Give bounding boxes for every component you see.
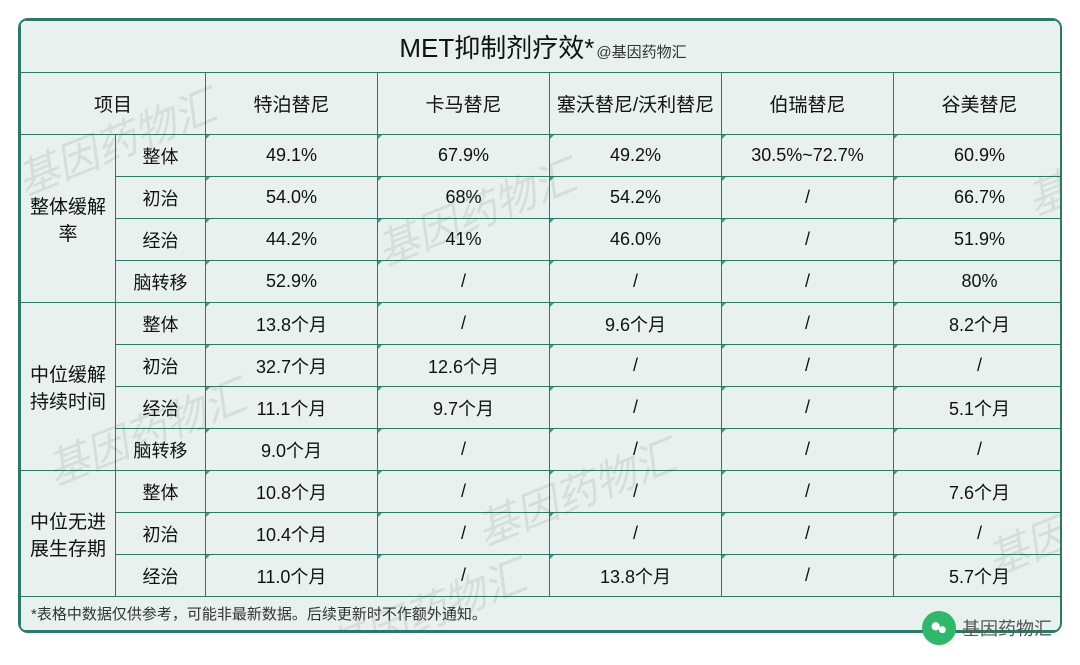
data-cell: 30.5%~72.7% [722,135,894,177]
data-cell: 67.9% [378,135,550,177]
column-header: 谷美替尼 [894,73,1063,135]
column-header: 伯瑞替尼 [722,73,894,135]
column-header: 塞沃替尼/沃利替尼 [550,73,722,135]
row-sub-label: 整体 [116,135,206,177]
row-sub-label: 经治 [116,387,206,429]
data-cell: 8.2个月 [894,303,1063,345]
row-sub-label: 整体 [116,303,206,345]
table-row: 经治44.2%41%46.0%/51.9% [21,219,1063,261]
data-cell: 5.1个月 [894,387,1063,429]
data-cell: 9.0个月 [206,429,378,471]
data-cell: / [378,429,550,471]
data-cell: / [378,555,550,597]
row-group-label: 中位缓解持续时间 [21,303,116,471]
table-row: 中位无进展生存期整体10.8个月///7.6个月 [21,471,1063,513]
row-sub-label: 整体 [116,471,206,513]
data-cell: / [378,513,550,555]
data-cell: / [550,345,722,387]
table-row: 经治11.0个月/13.8个月/5.7个月 [21,555,1063,597]
row-sub-label: 脑转移 [116,429,206,471]
row-sub-label: 初治 [116,513,206,555]
data-cell: 80% [894,261,1063,303]
row-sub-label: 初治 [116,177,206,219]
data-cell: / [894,513,1063,555]
data-cell: 52.9% [206,261,378,303]
table-row: 初治32.7个月12.6个月/// [21,345,1063,387]
row-sub-label: 经治 [116,555,206,597]
data-cell: 51.9% [894,219,1063,261]
efficacy-table: MET抑制剂疗效*@基因药物汇项目特泊替尼卡马替尼塞沃替尼/沃利替尼伯瑞替尼谷美… [20,20,1062,631]
table-row: 初治54.0%68%54.2%/66.7% [21,177,1063,219]
wechat-icon [922,611,956,645]
row-sub-label: 经治 [116,219,206,261]
row-sub-label: 脑转移 [116,261,206,303]
data-cell: / [550,387,722,429]
data-cell: / [722,555,894,597]
data-cell: 13.8个月 [550,555,722,597]
data-cell: 49.2% [550,135,722,177]
data-cell: / [722,177,894,219]
data-cell: / [550,471,722,513]
data-cell: / [722,513,894,555]
data-cell: 46.0% [550,219,722,261]
data-cell: 44.2% [206,219,378,261]
data-cell: / [550,261,722,303]
data-cell: / [378,471,550,513]
source-label: 基因药物汇 [962,615,1052,641]
table-row: 初治10.4个月//// [21,513,1063,555]
data-cell: 7.6个月 [894,471,1063,513]
title-sub: @基因药物汇 [596,41,686,62]
footnote: *表格中数据仅供参考，可能非最新数据。后续更新时不作额外通知。 [21,597,1063,631]
data-cell: 41% [378,219,550,261]
column-header: 卡马替尼 [378,73,550,135]
data-cell: 68% [378,177,550,219]
data-cell: / [722,219,894,261]
table-row: 脑转移9.0个月//// [21,429,1063,471]
data-cell: 54.0% [206,177,378,219]
data-cell: 11.1个月 [206,387,378,429]
data-cell: / [722,303,894,345]
data-cell: 9.7个月 [378,387,550,429]
table-row: 经治11.1个月9.7个月//5.1个月 [21,387,1063,429]
data-cell: / [378,261,550,303]
header-project: 项目 [21,73,206,135]
source-badge: 基因药物汇 [922,611,1052,645]
efficacy-table-container: MET抑制剂疗效*@基因药物汇项目特泊替尼卡马替尼塞沃替尼/沃利替尼伯瑞替尼谷美… [18,18,1062,633]
table-title: MET抑制剂疗效*@基因药物汇 [21,21,1063,73]
data-cell: 9.6个月 [550,303,722,345]
data-cell: / [722,261,894,303]
data-cell: / [894,429,1063,471]
data-cell: 5.7个月 [894,555,1063,597]
data-cell: / [378,303,550,345]
title-main: MET抑制剂疗效* [399,28,594,65]
table-row: 中位缓解持续时间整体13.8个月/9.6个月/8.2个月 [21,303,1063,345]
data-cell: / [722,429,894,471]
table-row: 脑转移52.9%///80% [21,261,1063,303]
data-cell: / [550,513,722,555]
column-header: 特泊替尼 [206,73,378,135]
data-cell: / [894,345,1063,387]
data-cell: 11.0个月 [206,555,378,597]
data-cell: 60.9% [894,135,1063,177]
data-cell: 12.6个月 [378,345,550,387]
row-sub-label: 初治 [116,345,206,387]
data-cell: 32.7个月 [206,345,378,387]
row-group-label: 整体缓解率 [21,135,116,303]
table-row: 整体缓解率整体49.1%67.9%49.2%30.5%~72.7%60.9% [21,135,1063,177]
row-group-label: 中位无进展生存期 [21,471,116,597]
data-cell: 54.2% [550,177,722,219]
data-cell: 49.1% [206,135,378,177]
data-cell: / [722,387,894,429]
data-cell: / [550,429,722,471]
data-cell: / [722,471,894,513]
data-cell: / [722,345,894,387]
data-cell: 66.7% [894,177,1063,219]
data-cell: 13.8个月 [206,303,378,345]
data-cell: 10.4个月 [206,513,378,555]
data-cell: 10.8个月 [206,471,378,513]
